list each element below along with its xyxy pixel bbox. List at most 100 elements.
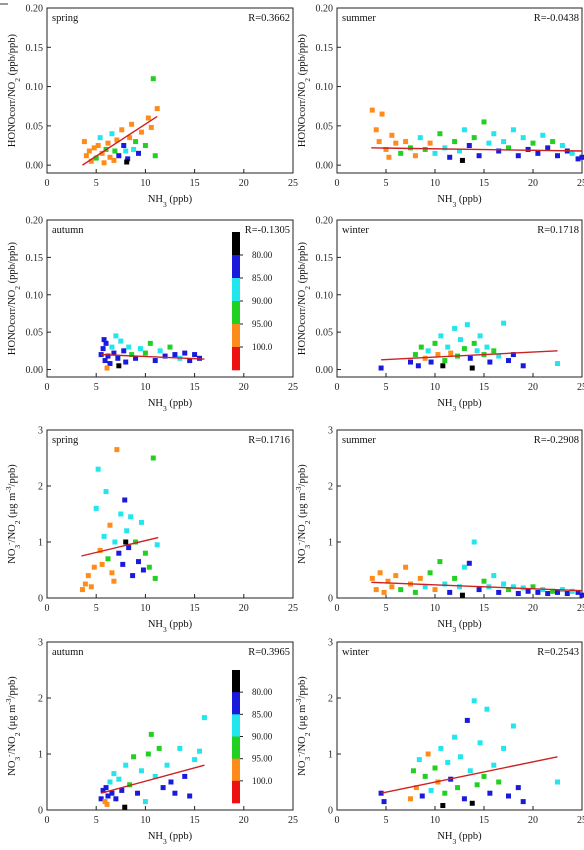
- y-axis-label-part: (μg m: [297, 705, 308, 733]
- y-tick-label: 0: [38, 594, 43, 605]
- data-point: [124, 159, 130, 165]
- x-axis-label-part: NH: [437, 398, 453, 409]
- data-point: [471, 698, 477, 704]
- data-point: [116, 776, 122, 782]
- data-point: [425, 751, 431, 757]
- data-point: [109, 570, 115, 576]
- r-value-label: R=-0.2908: [534, 435, 579, 446]
- data-point: [457, 148, 462, 154]
- data-point: [515, 785, 521, 791]
- y-axis-label-part: (ppb/ppb): [7, 33, 18, 78]
- colorbar-label: 100.0: [252, 776, 273, 786]
- x-axis-label-part: NH: [148, 398, 164, 409]
- data-point: [91, 145, 97, 151]
- y-axis-label-part: NO: [297, 760, 308, 776]
- data-point: [415, 363, 421, 369]
- data-point: [484, 344, 490, 350]
- data-point: [121, 348, 127, 354]
- x-axis-label: NH3 (ppb): [148, 831, 193, 846]
- data-point: [91, 564, 97, 570]
- data-point: [447, 589, 453, 595]
- y-tick-label: 2: [328, 482, 333, 493]
- data-point: [385, 578, 391, 584]
- data-point: [118, 511, 124, 517]
- x-tick-label: 25: [288, 178, 298, 189]
- data-point: [162, 353, 168, 359]
- data-point: [461, 346, 467, 352]
- data-point: [506, 793, 511, 799]
- x-tick-label: 10: [430, 815, 440, 826]
- y-tick-label: 0.15: [26, 253, 44, 264]
- x-tick-label: 10: [430, 382, 440, 393]
- y-axis-label-part: HONOcorr/NO: [297, 289, 308, 355]
- colorbars-group: 80.00 85.00 90.00 95.00 100.0 80.00 85.00 90.00…: [232, 232, 273, 804]
- y-tick-label: 2: [38, 694, 43, 705]
- data-point: [510, 584, 516, 590]
- y-axis-label-part: 2: [303, 520, 312, 524]
- season-label: summer: [342, 435, 376, 446]
- x-tick-label: 20: [239, 178, 249, 189]
- data-point: [88, 158, 94, 164]
- data-point: [136, 559, 142, 565]
- x-tick-label: 5: [94, 178, 99, 189]
- data-point: [101, 533, 107, 539]
- x-axis-label-part: 3: [163, 837, 167, 846]
- data-point: [540, 132, 546, 138]
- y-axis-label-part: /ppb): [297, 676, 308, 699]
- data-point: [111, 771, 117, 777]
- data-point: [123, 539, 129, 545]
- y-axis-label-part: /ppb): [7, 464, 18, 487]
- x-tick-label: 25: [288, 603, 298, 614]
- colorbar-label: 90.00: [252, 296, 273, 306]
- x-axis-label-part: (ppb): [167, 398, 193, 409]
- data-point: [427, 140, 433, 146]
- data-point: [417, 575, 423, 581]
- y-tick-label: 0.00: [316, 365, 334, 376]
- y-axis-label-part: HONOcorr/NO: [7, 289, 18, 355]
- x-tick-label: 25: [577, 603, 584, 614]
- data-point: [109, 131, 115, 137]
- y-axis-label: NO3-/NO2 (μg m-3/ppb): [294, 676, 312, 776]
- data-point: [168, 779, 174, 785]
- data-point: [471, 135, 477, 141]
- data-point: [515, 591, 521, 597]
- y-tick-label: 0.10: [316, 290, 334, 301]
- y-axis-label-part: /NO: [297, 736, 308, 755]
- data-point: [432, 765, 438, 771]
- data-point: [373, 127, 379, 133]
- colorbar-segment: [232, 255, 240, 279]
- colorbar-segment: [232, 301, 240, 325]
- data-point: [555, 153, 560, 159]
- data-point: [142, 550, 148, 556]
- data-point: [496, 148, 502, 154]
- data-point: [501, 581, 507, 587]
- x-axis-label: NH3 (ppb): [437, 619, 482, 634]
- y-axis-label: HONOcorr/NO2 (ppb/ppb): [7, 33, 22, 147]
- data-point: [469, 800, 475, 806]
- data-point: [442, 581, 448, 587]
- data-point: [125, 156, 131, 162]
- data-point: [107, 361, 113, 367]
- y-axis-label-part: -3: [294, 486, 303, 492]
- data-point: [126, 545, 132, 551]
- data-point: [107, 522, 113, 528]
- y-axis-label-part: /ppb): [7, 676, 18, 699]
- data-point: [100, 346, 106, 352]
- data-point: [128, 514, 134, 520]
- data-point: [487, 790, 493, 796]
- data-point: [422, 773, 428, 779]
- data-point: [413, 785, 419, 791]
- x-tick-label: 5: [94, 815, 99, 826]
- data-point: [100, 787, 106, 793]
- data-point: [437, 131, 443, 137]
- data-point: [201, 715, 207, 721]
- data-point: [452, 734, 458, 740]
- data-point: [187, 793, 193, 799]
- data-point: [122, 497, 128, 503]
- data-point: [496, 589, 502, 595]
- x-tick-label: 20: [239, 382, 249, 393]
- data-point: [107, 154, 113, 160]
- data-point: [83, 153, 89, 159]
- data-point: [104, 365, 110, 371]
